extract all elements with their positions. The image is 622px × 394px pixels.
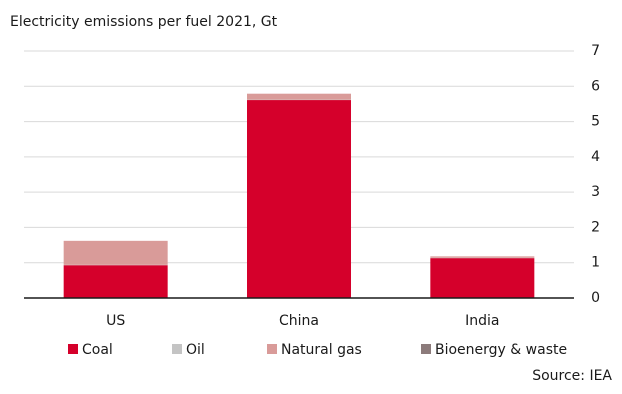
legend-swatch bbox=[267, 344, 277, 354]
y-tick-label: 2 bbox=[591, 219, 600, 235]
y-tick-label: 7 bbox=[591, 43, 600, 59]
bar-segment bbox=[430, 258, 534, 298]
y-tick-label: 6 bbox=[591, 78, 600, 94]
legend-swatch bbox=[172, 344, 182, 354]
x-tick-label: China bbox=[279, 313, 319, 329]
x-tick-label: US bbox=[106, 313, 125, 329]
x-tick-label: India bbox=[465, 313, 499, 329]
legend-label: Bioenergy & waste bbox=[435, 342, 567, 358]
bar-segment bbox=[247, 94, 351, 100]
bar-segment bbox=[64, 241, 168, 265]
y-tick-label: 0 bbox=[591, 290, 600, 306]
bar-segment bbox=[247, 100, 351, 298]
y-tick-label: 4 bbox=[591, 149, 600, 165]
legend-label: Natural gas bbox=[281, 342, 362, 358]
legend-label: Coal bbox=[82, 342, 113, 358]
y-tick-label: 5 bbox=[591, 114, 600, 130]
bar-segment bbox=[64, 265, 168, 298]
bar-segment bbox=[430, 256, 534, 257]
y-tick-label: 1 bbox=[591, 255, 600, 271]
source: Source: IEA bbox=[532, 368, 612, 384]
legend-swatch bbox=[421, 344, 431, 354]
y-tick-label: 3 bbox=[591, 184, 600, 200]
legend-swatch bbox=[68, 344, 78, 354]
chart-title: Electricity emissions per fuel 2021, Gt bbox=[10, 14, 278, 30]
legend-label: Oil bbox=[186, 342, 205, 358]
